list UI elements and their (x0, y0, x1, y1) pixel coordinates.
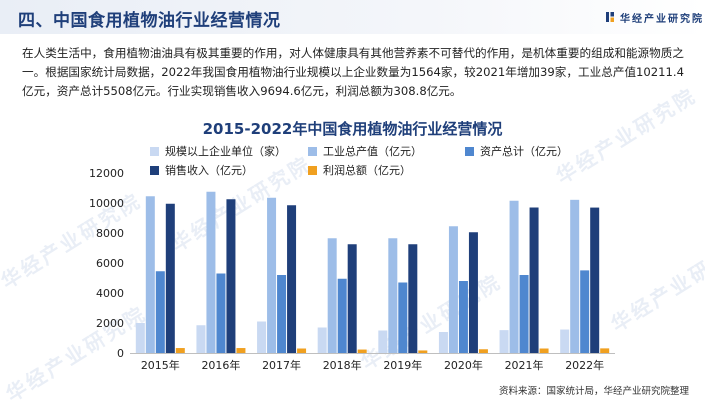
legend-swatch (308, 147, 317, 156)
legend-label: 工业总产值（亿元） (323, 145, 422, 158)
bar (145, 196, 155, 353)
bar (408, 244, 418, 353)
y-tick-label: 12000 (89, 167, 124, 180)
bar (287, 205, 297, 353)
bar (216, 273, 226, 353)
bar (458, 281, 468, 353)
legend-swatch (150, 147, 159, 156)
bar (499, 330, 509, 353)
intro-paragraph: 在人类生活中，食用植物油油具有极其重要的作用，对人体健康具有其他营养素不可替代的… (22, 46, 684, 98)
x-tick-label: 2022年 (565, 358, 604, 372)
legend-swatch (150, 166, 159, 175)
legend-item-enterprises: 规模以上企业单位（家） (150, 143, 286, 159)
bar (135, 323, 145, 353)
bar (580, 270, 590, 353)
bar (509, 200, 519, 353)
bar (165, 203, 175, 353)
source-note: 资料来源：国家统计局，华经产业研究院整理 (498, 386, 689, 397)
bar (317, 327, 327, 353)
bar (448, 226, 458, 353)
x-tick-label: 2015年 (141, 358, 180, 372)
legend-item-sales: 销售收入（亿元） (150, 162, 253, 178)
legend-label: 销售收入（亿元） (165, 164, 253, 177)
bar (388, 238, 398, 353)
bar (236, 348, 246, 353)
bar (438, 332, 448, 353)
bar (590, 207, 600, 353)
brand-name: 华经产业研究院 (620, 14, 704, 25)
legend-item-profit: 利润总额（亿元） (308, 162, 411, 178)
bar (337, 278, 347, 353)
brand-logo-icon (606, 12, 614, 22)
x-tick-label: 2020年 (444, 358, 483, 372)
bar (378, 330, 388, 353)
bar (267, 197, 277, 353)
bar (398, 282, 408, 353)
bar (468, 232, 478, 353)
y-tick-label: 0 (117, 347, 124, 360)
bar (196, 325, 206, 353)
y-tick-label: 10000 (89, 197, 124, 210)
legend-swatch (308, 166, 317, 175)
legend-label: 资产总计（亿元） (480, 145, 568, 158)
x-tick-label: 2016年 (201, 358, 240, 372)
bar (347, 244, 357, 353)
y-tick-label: 6000 (96, 257, 124, 270)
x-tick-label: 2017年 (262, 358, 301, 372)
bar (357, 349, 367, 353)
bar (529, 207, 539, 353)
x-tick-label: 2018年 (323, 358, 362, 372)
legend-item-assets: 资产总计（亿元） (465, 143, 568, 159)
x-tick-label: 2019年 (383, 358, 422, 372)
bar (155, 271, 165, 353)
bar (519, 275, 529, 353)
x-tick-label: 2021年 (505, 358, 544, 372)
bar (418, 350, 428, 353)
bar (206, 191, 216, 353)
bar (478, 349, 488, 353)
bar (297, 348, 307, 353)
section-title: 四、中国食用植物油行业经营情况 (18, 11, 281, 31)
bar (570, 199, 580, 353)
bar (175, 348, 185, 353)
legend-item-output: 工业总产值（亿元） (308, 143, 422, 159)
legend-swatch (465, 147, 474, 156)
legend-label: 利润总额（亿元） (323, 164, 411, 177)
bar (257, 321, 267, 353)
bar (327, 238, 337, 353)
bar (560, 329, 570, 353)
chart-title: 2015-2022年中国食用植物油行业经营情况 (202, 120, 503, 138)
legend-label: 规模以上企业单位（家） (165, 145, 286, 158)
y-tick-label: 8000 (96, 227, 124, 240)
bar (539, 348, 549, 353)
bar (277, 275, 287, 353)
bar (226, 199, 236, 353)
y-tick-label: 4000 (96, 287, 124, 300)
y-tick-label: 2000 (96, 317, 124, 330)
header-bar (0, 0, 705, 34)
bar (600, 348, 610, 353)
